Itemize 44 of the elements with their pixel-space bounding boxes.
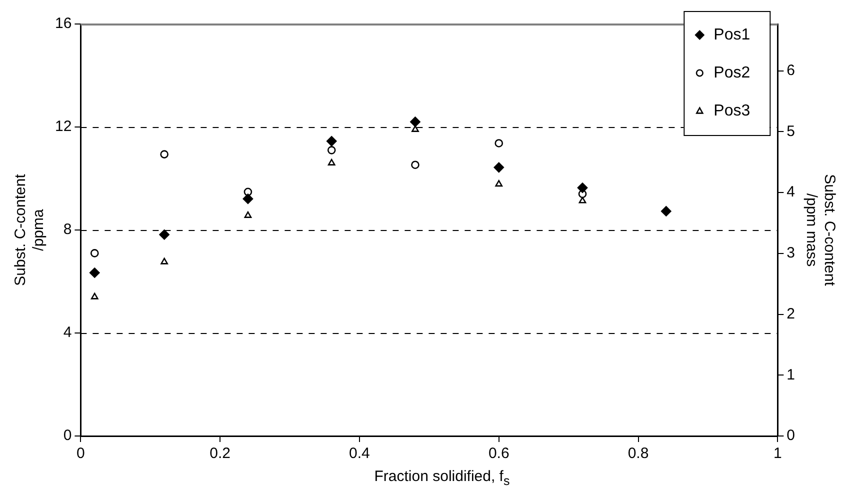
point — [160, 150, 168, 158]
legend-label: Pos2 — [714, 64, 750, 82]
point — [90, 249, 99, 258]
y2-axis-title: Subst. C-content /ppm mass — [802, 174, 838, 287]
y2-tick-label: 6 — [786, 62, 795, 79]
point — [495, 180, 503, 187]
y-tick-label: 12 — [54, 118, 72, 136]
y2-tick-label: 2 — [786, 305, 795, 322]
y-tick-label: 16 — [54, 15, 72, 32]
x-tick-label: 0.2 — [210, 445, 231, 462]
x-tick-label: 0.4 — [349, 445, 370, 462]
y-axis-title: Subst. C-content /ppma — [12, 173, 48, 286]
point — [90, 292, 98, 300]
x-tick-label: 0.6 — [488, 445, 510, 462]
point — [494, 139, 504, 148]
point — [327, 146, 336, 154]
point — [578, 196, 586, 204]
x-tick-label: 1 — [773, 445, 782, 462]
point — [577, 182, 588, 193]
y2-tick-label: 4 — [786, 184, 795, 201]
point — [242, 194, 254, 204]
point — [411, 160, 420, 170]
point — [326, 136, 337, 146]
legend-label: Pos3 — [714, 102, 750, 120]
y2-tick-label: 1 — [786, 366, 795, 384]
point — [160, 258, 168, 264]
point — [410, 116, 420, 127]
point — [89, 268, 100, 278]
point — [328, 158, 336, 166]
point — [159, 229, 170, 240]
y-tick-label: 0 — [63, 427, 72, 444]
x-tick-label: 0.8 — [628, 445, 649, 462]
y2-tick-label: 0 — [786, 427, 795, 444]
point — [494, 162, 504, 173]
point — [412, 125, 419, 132]
legend-label: Pos1 — [714, 26, 750, 44]
y2-tick-label: 5 — [786, 122, 795, 140]
x-axis-title: Fraction solidified, f$_{s}$ — [373, 467, 511, 490]
x-tick-label: 0 — [76, 445, 85, 462]
y2-tick-label: 3 — [786, 244, 795, 262]
y-tick-label: 8 — [63, 221, 72, 238]
y-tick-label: 4 — [63, 324, 72, 342]
point — [244, 211, 252, 218]
point — [660, 206, 672, 216]
